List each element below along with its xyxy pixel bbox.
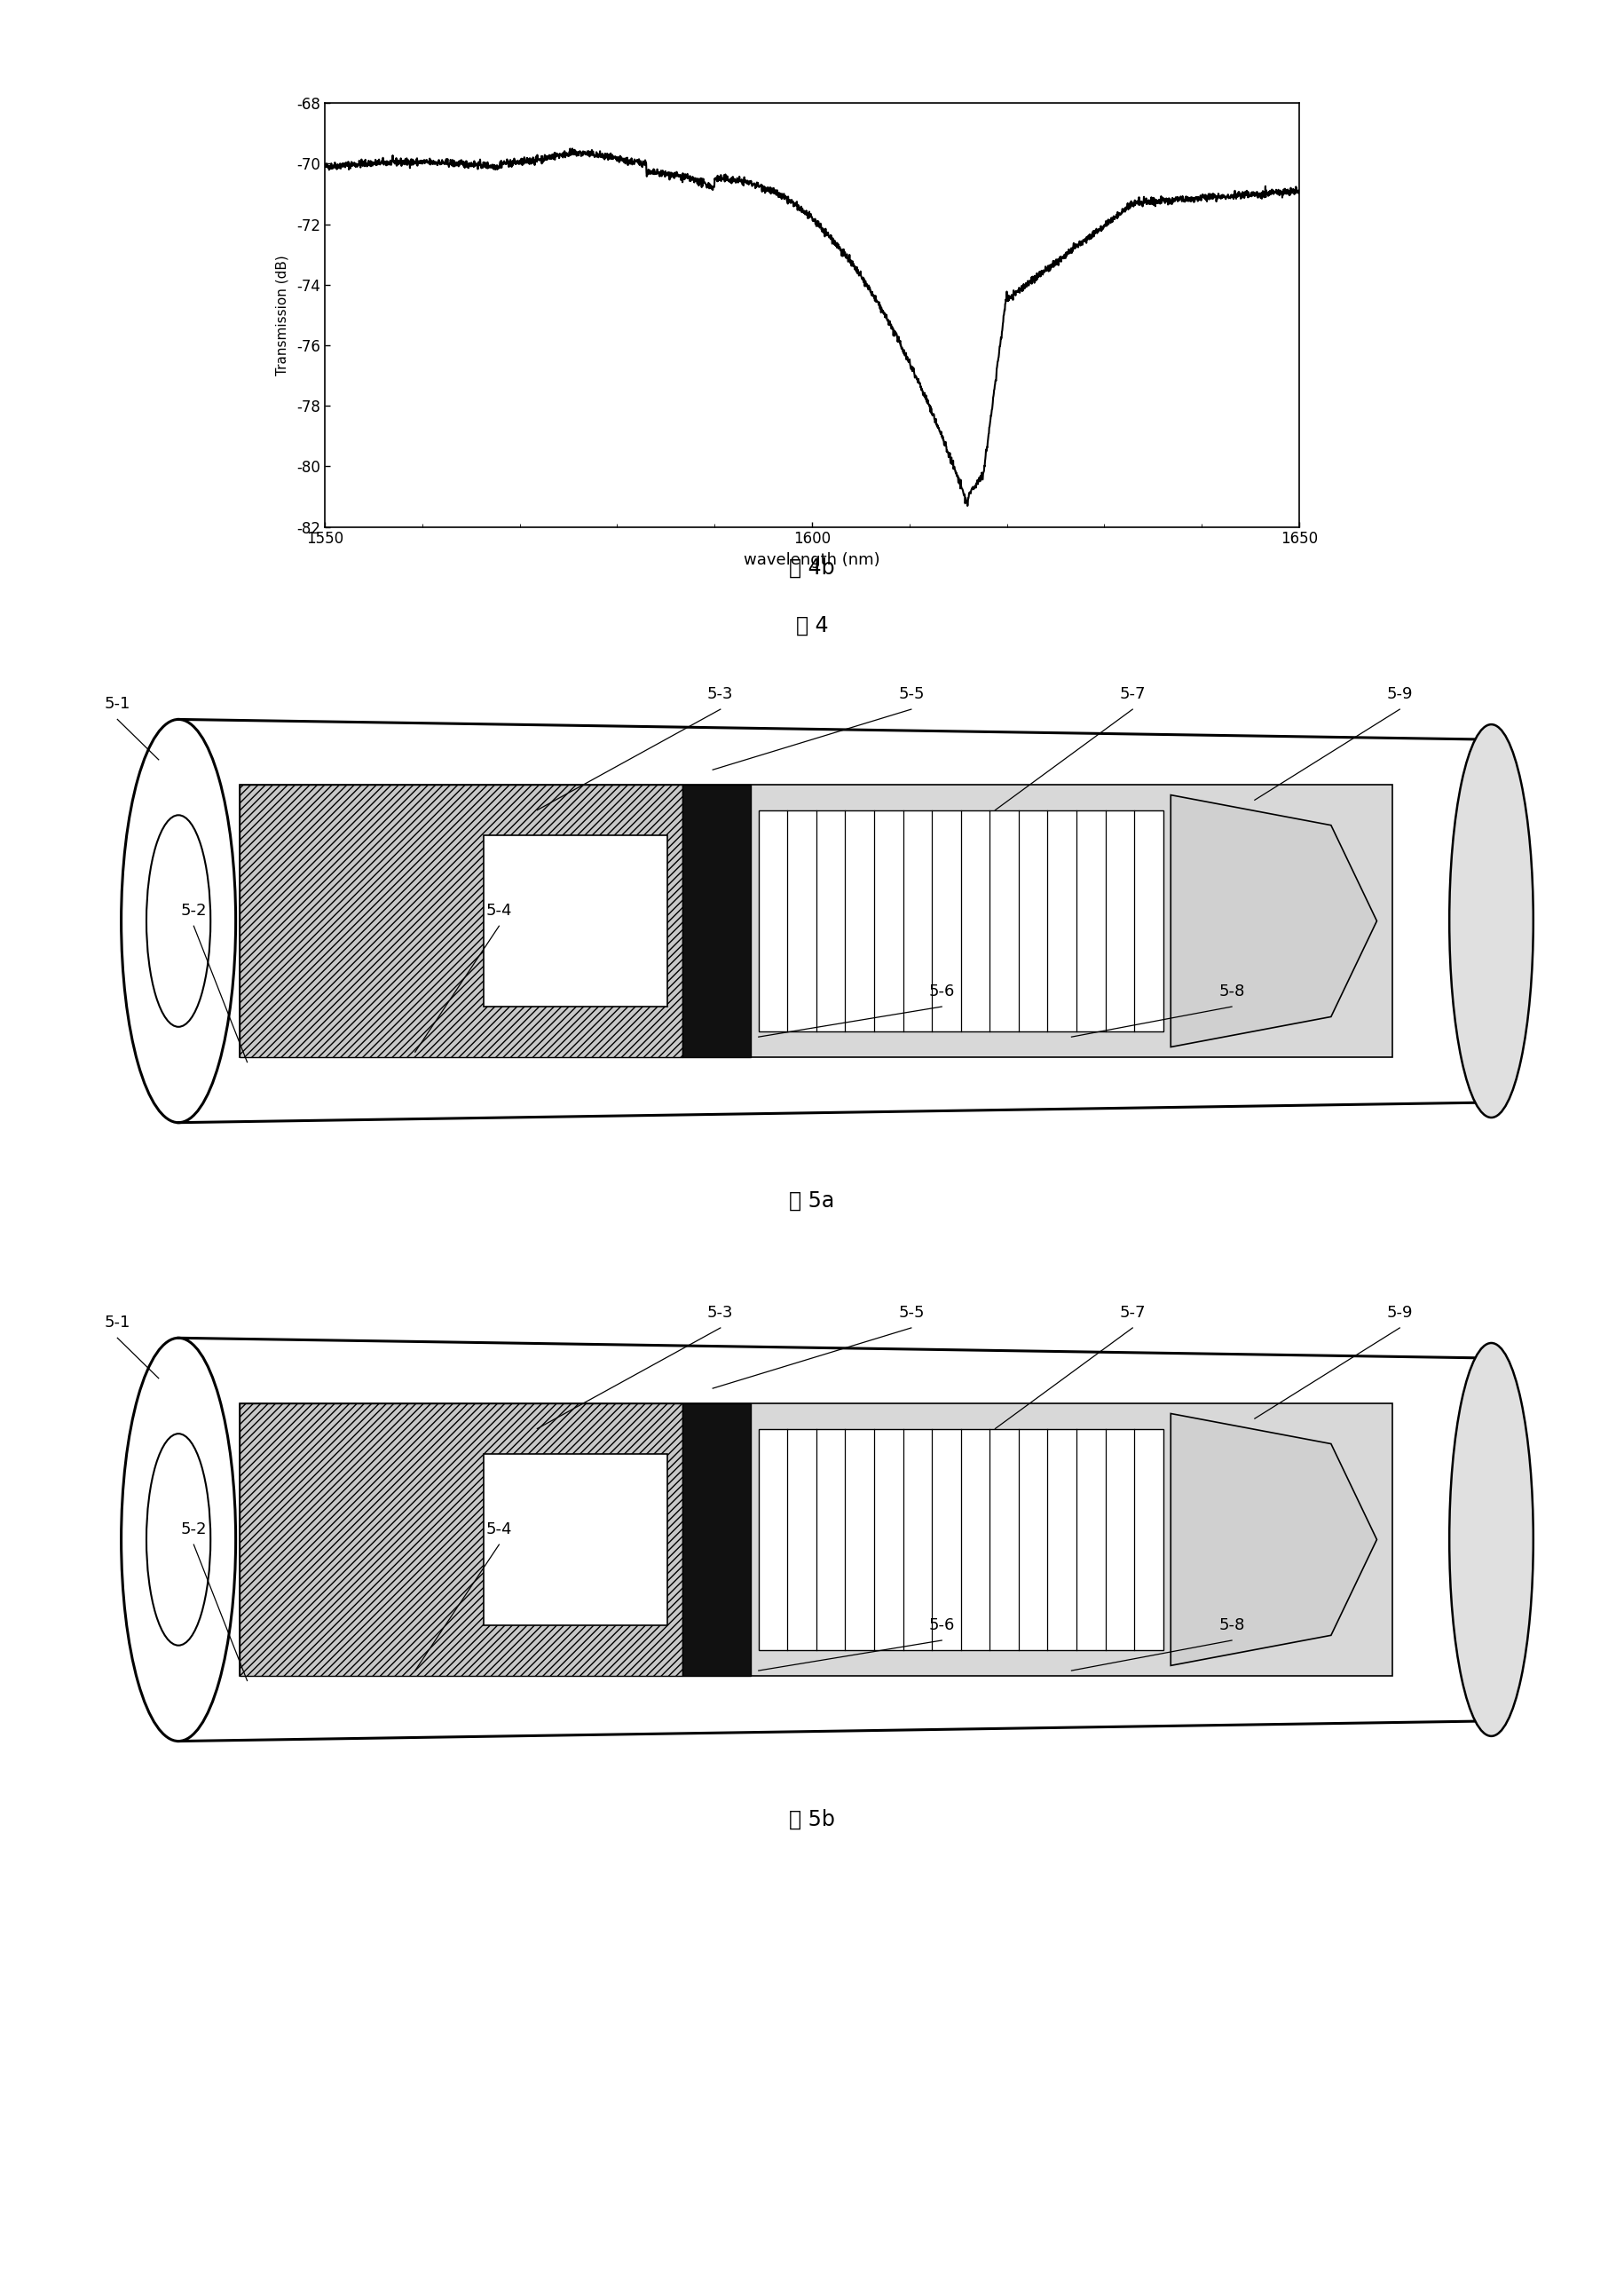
Text: 5-9: 5-9	[1387, 687, 1413, 701]
Text: 5-4: 5-4	[486, 903, 512, 919]
Text: 5-5: 5-5	[898, 687, 924, 701]
Bar	[682, 786, 750, 1056]
Bar	[239, 786, 1392, 1056]
Ellipse shape	[1449, 1343, 1533, 1737]
Text: 5-3: 5-3	[708, 687, 734, 701]
Text: 图 5a: 图 5a	[789, 1189, 835, 1212]
Text: 5-6: 5-6	[929, 1617, 955, 1633]
Y-axis label: Transmission (dB): Transmission (dB)	[276, 254, 289, 376]
Text: 5-8: 5-8	[1218, 1617, 1246, 1633]
Ellipse shape	[1449, 724, 1533, 1118]
Bar	[239, 1404, 1392, 1675]
Bar	[758, 1430, 1163, 1650]
Bar	[239, 786, 682, 1056]
Text: 5-8: 5-8	[1218, 983, 1246, 999]
Bar	[758, 811, 1163, 1031]
Text: 5-7: 5-7	[1119, 1306, 1145, 1320]
Text: 5-7: 5-7	[1119, 687, 1145, 701]
Text: 5-1: 5-1	[104, 1315, 130, 1331]
Text: 5-9: 5-9	[1387, 1306, 1413, 1320]
Polygon shape	[1171, 1414, 1377, 1666]
Polygon shape	[1171, 795, 1377, 1047]
Bar	[682, 1404, 750, 1675]
Text: 图 5b: 图 5b	[789, 1808, 835, 1831]
Text: 5-2: 5-2	[180, 1521, 206, 1537]
Text: 5-3: 5-3	[708, 1306, 734, 1320]
Text: 5-5: 5-5	[898, 1306, 924, 1320]
Text: 5-2: 5-2	[180, 903, 206, 919]
Text: 5-6: 5-6	[929, 983, 955, 999]
Text: 图 4b: 图 4b	[789, 557, 835, 580]
Bar	[239, 1404, 682, 1675]
Bar	[484, 836, 667, 1006]
Text: 图 4: 图 4	[796, 614, 828, 637]
Text: 5-4: 5-4	[486, 1521, 512, 1537]
X-axis label: wavelength (nm): wavelength (nm)	[744, 552, 880, 568]
Text: 5-1: 5-1	[104, 696, 130, 713]
Bar	[484, 1455, 667, 1624]
